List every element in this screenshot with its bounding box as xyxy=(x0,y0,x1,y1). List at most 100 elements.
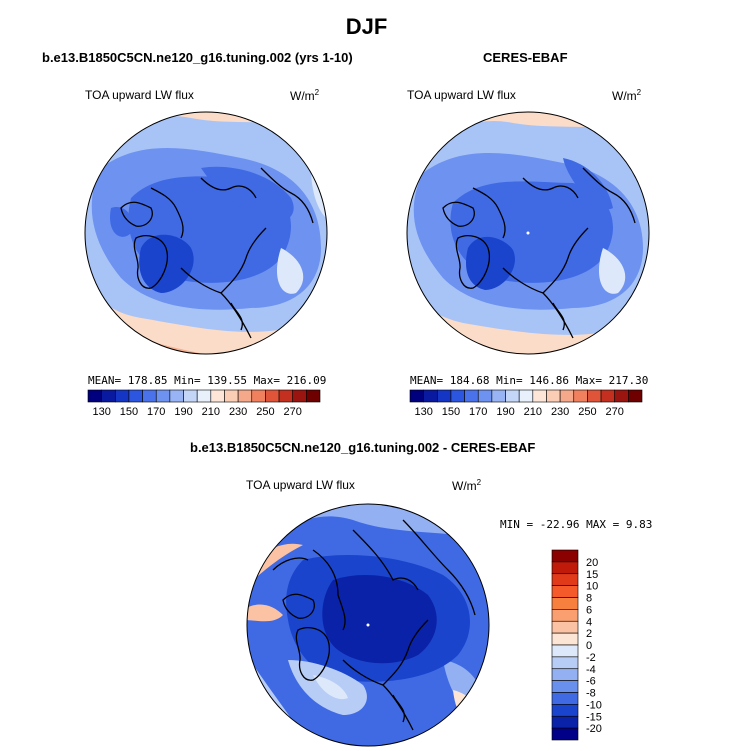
colorbar-swatch xyxy=(128,389,143,403)
colorbar-swatch xyxy=(551,644,579,658)
colorbar-swatch xyxy=(491,389,506,403)
colorbar-swatch xyxy=(551,561,579,575)
colorbar-swatch xyxy=(518,389,534,403)
colorbar-swatch xyxy=(614,389,629,403)
colorbar-swatch xyxy=(87,389,102,403)
colorbar-swatch xyxy=(155,389,171,403)
colorbar-swatch xyxy=(292,389,307,403)
colorbar-swatch xyxy=(224,389,239,403)
colorbar-swatch xyxy=(551,656,579,670)
colorbar-tick-label: 250 xyxy=(578,406,596,418)
colorbar-tick-label: 15 xyxy=(586,569,598,581)
colorbar-swatch xyxy=(600,389,616,403)
panel-1-variable: TOA upward LW flux xyxy=(85,88,194,102)
panel-3-title: b.e13.B1850C5CN.ne120_g16.tuning.002 - C… xyxy=(190,440,536,455)
panel-1-units: W/m2 xyxy=(290,88,320,103)
panel-3-map xyxy=(246,503,490,747)
colorbar-tick-label: 230 xyxy=(229,406,247,418)
colorbar-swatch xyxy=(551,549,579,563)
colorbar-swatch xyxy=(551,715,579,729)
colorbar-tick-label: 270 xyxy=(606,406,624,418)
panel-1-colorbar: 130 150 170 190 210 230 250 270 xyxy=(87,389,321,418)
colorbar-swatch xyxy=(114,389,130,403)
colorbar-tick-label: -20 xyxy=(586,723,602,735)
colorbar-tick-label: -6 xyxy=(586,676,596,688)
colorbar-tick-label: 270 xyxy=(284,406,302,418)
panel-2-units: W/m2 xyxy=(612,88,642,103)
panel-3-variable: TOA upward LW flux xyxy=(246,478,355,492)
colorbar-swatch xyxy=(237,389,253,403)
colorbar-tick-label: 130 xyxy=(414,406,432,418)
colorbar-swatch xyxy=(546,389,561,403)
colorbar-swatch xyxy=(551,727,579,741)
colorbar-swatch xyxy=(532,389,547,403)
colorbar-swatch xyxy=(559,389,575,403)
colorbar-swatch xyxy=(551,704,579,717)
colorbar-tick-label: -2 xyxy=(586,652,596,664)
colorbar-swatch xyxy=(551,692,579,705)
colorbar-swatch xyxy=(551,573,579,586)
colorbar-swatch xyxy=(210,389,225,403)
colorbar-swatch xyxy=(265,389,280,403)
colorbar-tick-label: 130 xyxy=(92,406,110,418)
colorbar-tick-label: -4 xyxy=(586,664,596,676)
colorbar-tick-label: 190 xyxy=(496,406,514,418)
colorbar-tick-label: 8 xyxy=(586,593,592,605)
colorbar-swatch xyxy=(183,389,198,403)
panel-2-stats: MEAN= 184.68 Min= 146.86 Max= 217.30 xyxy=(410,374,649,387)
colorbar-swatch xyxy=(551,668,579,681)
colorbar-tick-label: 230 xyxy=(551,406,569,418)
colorbar-tick-label: 250 xyxy=(256,406,274,418)
colorbar-swatch xyxy=(101,389,116,403)
colorbar-swatch xyxy=(196,389,212,403)
panel-2-colorbar: 130 150 170 190 210 230 250 270 xyxy=(409,389,643,418)
colorbar-swatch xyxy=(278,389,294,403)
colorbar-tick-label: 210 xyxy=(524,406,542,418)
colorbar-swatch xyxy=(306,389,321,403)
panel-1-title: b.e13.B1850C5CN.ne120_g16.tuning.002 (yr… xyxy=(42,50,353,65)
colorbar-tick-label: 150 xyxy=(120,406,138,418)
colorbar-swatch xyxy=(436,389,452,403)
panel-2-title: CERES-EBAF xyxy=(483,50,568,65)
colorbar-tick-label: 2 xyxy=(586,628,592,640)
colorbar-swatch xyxy=(551,680,579,693)
colorbar-tick-label: -10 xyxy=(586,699,602,711)
colorbar-tick-label: 170 xyxy=(147,406,165,418)
colorbar-swatch xyxy=(573,389,588,403)
panel-2-map xyxy=(406,111,650,355)
colorbar-swatch xyxy=(551,597,579,610)
panel-3-units: W/m2 xyxy=(452,478,482,493)
colorbar-tick-label: 20 xyxy=(586,557,598,569)
colorbar-swatch xyxy=(587,389,602,403)
colorbar-swatch xyxy=(477,389,493,403)
colorbar-swatch xyxy=(551,585,579,598)
colorbar-swatch xyxy=(251,389,266,403)
colorbar-swatch xyxy=(551,632,579,646)
panel-1-stats: MEAN= 178.85 Min= 139.55 Max= 216.09 xyxy=(88,374,327,387)
panel-3-stats: MIN = -22.96 MAX = 9.83 xyxy=(500,518,653,531)
colorbar-tick-label: -15 xyxy=(586,711,602,723)
colorbar-tick-label: 210 xyxy=(202,406,220,418)
colorbar-swatch xyxy=(464,389,479,403)
colorbar-tick-label: 10 xyxy=(586,581,598,593)
colorbar-tick-label: -8 xyxy=(586,688,596,700)
colorbar-tick-label: 6 xyxy=(586,604,592,616)
colorbar-swatch xyxy=(169,389,184,403)
colorbar-swatch xyxy=(551,609,579,622)
colorbar-tick-label: 4 xyxy=(586,616,592,628)
colorbar-swatch xyxy=(551,620,579,634)
colorbar-swatch xyxy=(142,389,157,403)
colorbar-swatch xyxy=(409,389,424,403)
main-title: DJF xyxy=(345,14,388,39)
panel-2-variable: TOA upward LW flux xyxy=(407,88,516,102)
colorbar-tick-label: 170 xyxy=(469,406,487,418)
colorbar-swatch xyxy=(423,389,438,403)
colorbar-tick-label: 190 xyxy=(174,406,192,418)
colorbar-swatch xyxy=(505,389,520,403)
colorbar-tick-label: 0 xyxy=(586,640,592,652)
colorbar-swatch xyxy=(628,389,643,403)
panel-1-map xyxy=(84,111,328,355)
colorbar-swatch xyxy=(450,389,465,403)
colorbar-tick-label: 150 xyxy=(442,406,460,418)
